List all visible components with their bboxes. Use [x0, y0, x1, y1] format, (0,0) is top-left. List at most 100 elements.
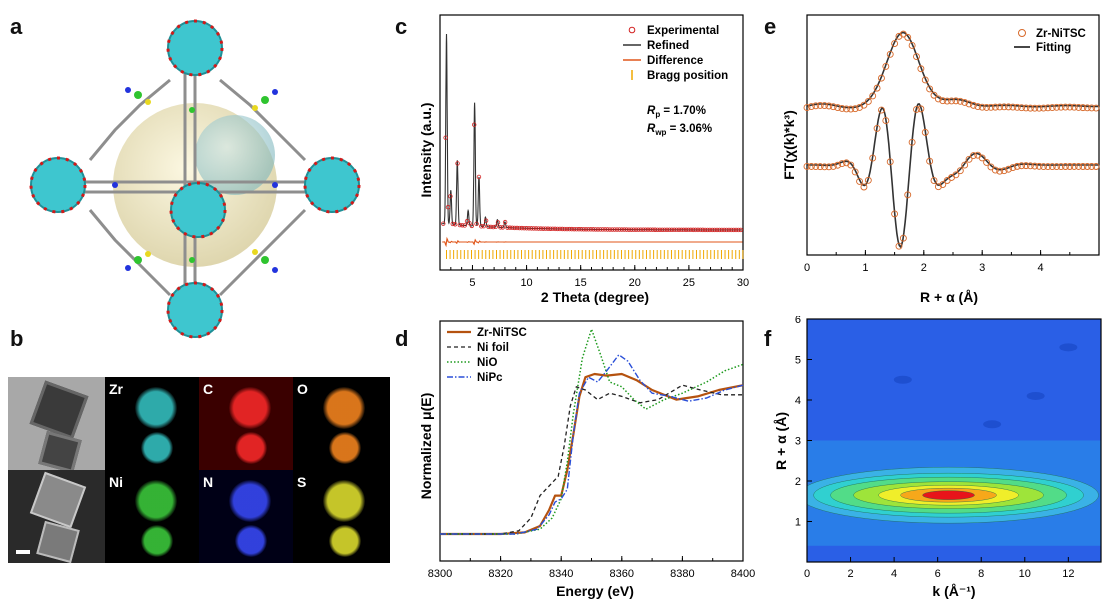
data-point: [908, 41, 916, 49]
experimental-point: [681, 227, 686, 233]
experimental-point: [693, 227, 698, 233]
experimental-point: [571, 226, 577, 232]
experimental-point: [721, 227, 727, 233]
experimental-point: [483, 218, 489, 223]
data-point: [952, 171, 960, 179]
experimental-point: [557, 226, 563, 232]
chart-f-xlabel: k (Å⁻¹): [932, 583, 975, 599]
experimental-point: [567, 226, 572, 232]
legend-label: NiO: [477, 357, 498, 369]
experimental-point: [643, 227, 648, 232]
data-point: [1018, 162, 1026, 170]
chart-d-xlabel: Energy (eV): [556, 583, 634, 599]
experimental-point: [457, 222, 463, 228]
data-point: [807, 103, 815, 111]
eds-element-label: S: [297, 474, 307, 490]
experimental-point: [469, 223, 475, 229]
experimental-point: [626, 227, 632, 232]
data-point: [1057, 103, 1065, 111]
eds-map-s: S: [293, 470, 390, 563]
x-tick-label: 25: [683, 277, 695, 289]
experimental-point: [733, 227, 739, 233]
data-point: [983, 103, 991, 111]
eds-particle: [235, 432, 267, 464]
experimental-point: [662, 227, 667, 232]
experimental-point: [460, 223, 465, 228]
data-point: [1013, 162, 1021, 170]
data-point: [961, 98, 969, 106]
legend-label: Refined: [647, 40, 689, 52]
experimental-point: [605, 227, 610, 232]
panel-label-d: d: [395, 326, 409, 351]
data-point: [956, 167, 964, 175]
experimental-point: [583, 227, 589, 232]
experimental-point: [676, 227, 682, 233]
experimental-point: [667, 227, 672, 233]
eds-particle: [323, 480, 365, 522]
x-tick-label: 12: [1062, 568, 1074, 580]
data-point: [1092, 163, 1100, 170]
experimental-point: [479, 224, 484, 229]
data-point: [829, 103, 837, 111]
experimental-point: [533, 226, 539, 231]
eds-map-ni: Ni: [105, 470, 202, 563]
data-point: [1000, 103, 1008, 111]
experimental-point: [500, 225, 505, 230]
data-point: [1009, 164, 1017, 172]
experimental-point: [633, 227, 639, 232]
x-tick-label: 2: [921, 262, 927, 274]
experimental-point: [698, 227, 703, 233]
chart-c-legend: Experimental Refined Difference Bragg posit…: [623, 25, 728, 82]
x-tick-label: 8340: [549, 568, 573, 580]
experimental-point: [671, 227, 677, 233]
data-point: [873, 124, 881, 132]
zr-cluster-nodes: [29, 19, 361, 339]
experimental-point: [714, 227, 720, 233]
data-point: [1053, 103, 1061, 111]
data-point: [939, 181, 947, 188]
data-point: [803, 163, 811, 170]
experimental-point: [631, 227, 636, 232]
legend-label: Zr-NiTSC: [1036, 28, 1086, 40]
experimental-point: [731, 227, 736, 233]
experimental-point: [488, 224, 494, 230]
panel-label-a: a: [10, 14, 23, 39]
data-point: [1079, 104, 1087, 112]
experimental-point: [529, 226, 534, 231]
experimental-point: [538, 226, 544, 231]
eds-particle: [135, 480, 177, 522]
experimental-point: [512, 225, 517, 231]
legend-label: Difference: [647, 55, 703, 67]
experimental-point: [610, 227, 615, 232]
data-point: [1048, 163, 1056, 171]
experimental-point: [641, 227, 646, 232]
experimental-point: [576, 227, 582, 232]
experimental-point: [569, 226, 575, 232]
eds-element-label: N: [203, 474, 214, 490]
experimental-point: [445, 205, 451, 210]
data-point: [1005, 103, 1012, 111]
data-point: [825, 163, 833, 171]
panel-label-e: e: [764, 14, 777, 39]
experimental-point: [536, 226, 541, 231]
chart-c-ylabel: Intensity (a.u.): [418, 103, 434, 198]
experimental-point: [510, 225, 515, 231]
experimental-point: [657, 227, 663, 232]
data-point: [1031, 162, 1039, 170]
data-point: [825, 102, 833, 110]
legend-label: Fitting: [1036, 42, 1071, 54]
eds-mapping-figure: Zr C O Ni N S: [8, 377, 390, 564]
data-point: [816, 163, 824, 171]
data-point: [886, 50, 894, 58]
x-tick-label: 8400: [731, 568, 755, 580]
data-point: [1035, 104, 1043, 112]
experimental-point: [702, 227, 708, 233]
experimental-point: [441, 221, 446, 226]
series-line: [440, 372, 744, 536]
experimental-point: [467, 221, 472, 226]
chart-pxrd: Intensity (a.u.) 2 Theta (degree) 5 10 15 2…: [418, 14, 749, 305]
eds-map-n: N: [199, 470, 296, 563]
x-tick-label: 8: [978, 568, 984, 580]
experimental-point: [564, 226, 570, 232]
eds-particle: [329, 432, 361, 464]
